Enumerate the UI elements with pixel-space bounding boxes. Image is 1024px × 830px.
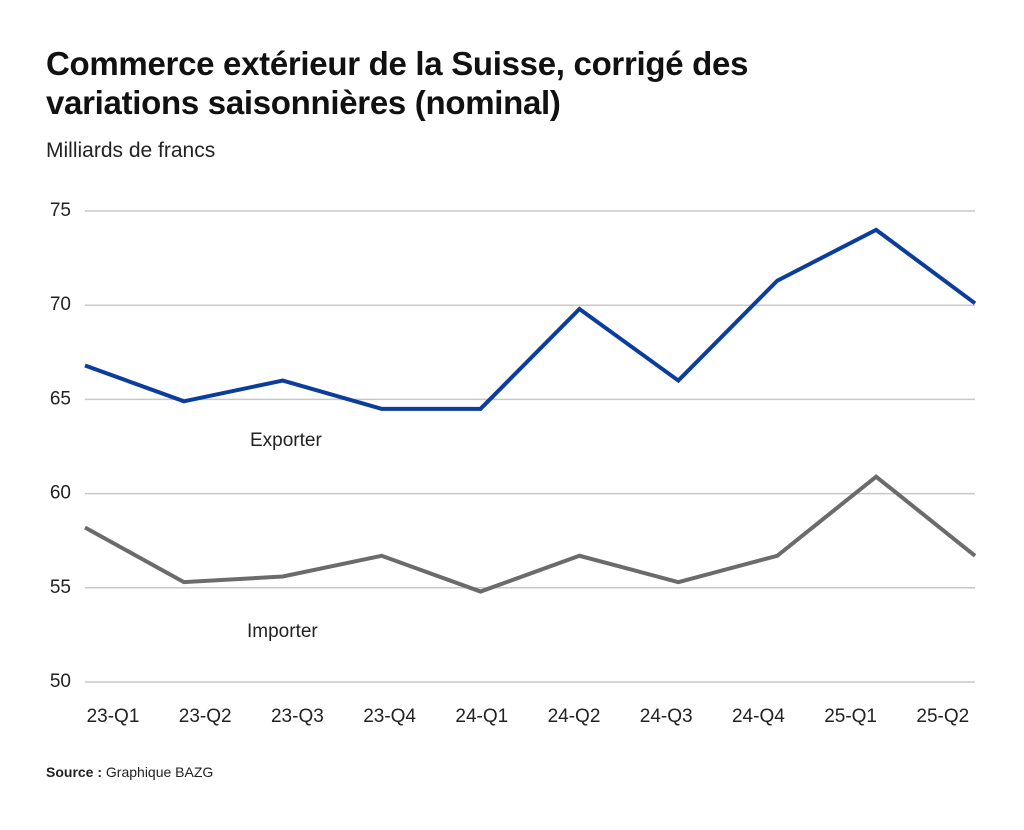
x-tick-label: 24-Q1	[455, 706, 508, 727]
series-label: Exporter	[250, 430, 322, 451]
x-tick-label: 23-Q1	[87, 706, 140, 727]
x-tick-label: 25-Q1	[824, 706, 877, 727]
source-text: Graphique BAZG	[105, 764, 214, 780]
y-tick-label: 55	[50, 577, 71, 598]
chart: 50 55 60 65 70 75 23-Q1 23-Q2 23-Q3 23-Q4 24-Q1 24-…	[50, 200, 977, 727]
series-line	[84, 227, 977, 411]
x-tick-label: 24-Q3	[640, 706, 693, 727]
y-tick-label: 50	[50, 671, 71, 692]
x-tick-label: 23-Q2	[179, 706, 232, 727]
y-tick-label: 70	[50, 294, 71, 315]
x-tick-label: 24-Q2	[548, 706, 601, 727]
source: Source : Graphique BAZG	[46, 764, 213, 780]
chart-title: Commerce extérieur de la Suisse, corrigé…	[46, 45, 749, 121]
chart-subtitle: Milliards de francs	[46, 139, 216, 162]
series-label: Importer	[247, 621, 318, 642]
y-tick-label: 60	[50, 483, 71, 504]
x-tick-label: 24-Q4	[732, 706, 785, 727]
x-tick-label: 23-Q3	[271, 706, 324, 727]
y-tick-label: 65	[50, 388, 71, 409]
x-tick-label: 23-Q4	[363, 706, 416, 727]
y-tick-label: 75	[50, 200, 71, 221]
series-line	[84, 474, 977, 594]
x-tick-label: 25-Q2	[916, 706, 969, 727]
source-label: Source :	[46, 764, 103, 780]
